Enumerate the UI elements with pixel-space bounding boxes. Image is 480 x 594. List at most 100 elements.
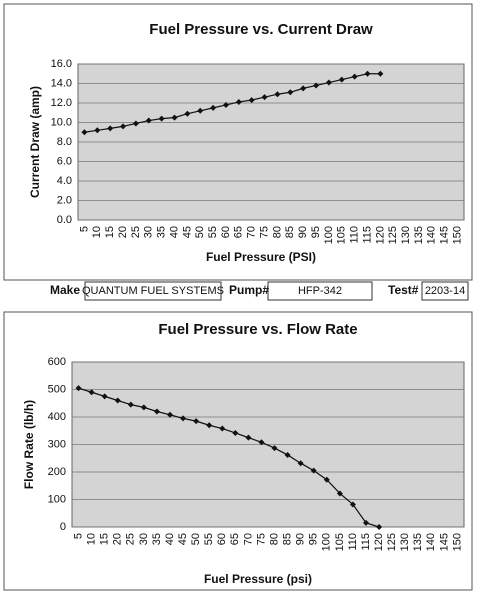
x-tick-label: 110 [349, 226, 361, 244]
y-tick-label: 200 [48, 466, 66, 478]
form-box [421, 281, 469, 301]
data-point [140, 404, 147, 411]
form-label: Test# [388, 283, 419, 297]
data-point [271, 445, 278, 452]
data-point [193, 418, 200, 425]
x-tick-label: 95 [308, 533, 320, 545]
x-tick-label: 20 [112, 533, 124, 545]
data-point [210, 104, 217, 111]
y-tick-label: 400 [48, 411, 66, 423]
y-axis-label: Current Draw (amp) [28, 86, 42, 198]
x-tick-label: 125 [387, 226, 399, 244]
data-point [300, 85, 307, 92]
data-point [145, 117, 152, 124]
x-tick-label: 40 [164, 533, 176, 545]
x-tick-label: 85 [284, 226, 296, 238]
data-point [338, 76, 345, 83]
data-point [114, 397, 121, 404]
chart-frame [3, 311, 473, 591]
x-tick-label: 55 [207, 226, 219, 238]
x-tick-label: 45 [181, 226, 193, 238]
data-point [120, 123, 127, 130]
x-tick-label: 50 [190, 533, 202, 545]
x-tick-label: 35 [151, 533, 163, 545]
data-point [158, 115, 165, 122]
chart-frame [3, 3, 473, 281]
data-point [313, 82, 320, 89]
x-tick-label: 15 [104, 226, 116, 238]
y-tick-label: 4.0 [57, 175, 72, 187]
x-tick-label: 75 [258, 226, 270, 238]
x-tick-label: 80 [271, 226, 283, 238]
data-point [219, 425, 226, 432]
y-tick-label: 6.0 [57, 155, 72, 167]
x-tick-label: 90 [295, 533, 307, 545]
data-point [88, 389, 95, 396]
data-point [153, 408, 160, 415]
x-tick-label: 45 [177, 533, 189, 545]
x-tick-label: 75 [255, 533, 267, 545]
data-point [245, 434, 252, 441]
data-point [171, 114, 178, 121]
x-tick-label: 30 [143, 226, 155, 238]
x-tick-label: 65 [233, 226, 245, 238]
data-point [297, 460, 304, 467]
x-tick-label: 105 [334, 533, 346, 551]
x-tick-label: 50 [194, 226, 206, 238]
x-tick-label: 10 [86, 533, 98, 545]
data-point [81, 129, 88, 136]
x-tick-label: 60 [216, 533, 228, 545]
x-tick-label: 150 [451, 226, 463, 244]
x-tick-label: 145 [438, 533, 450, 551]
x-tick-label: 25 [125, 533, 137, 545]
x-tick-label: 15 [99, 533, 111, 545]
x-tick-label: 120 [373, 533, 385, 551]
data-point [248, 97, 255, 104]
data-point [336, 490, 343, 497]
x-tick-label: 10 [91, 226, 103, 238]
x-tick-label: 65 [229, 533, 241, 545]
form-value: HFP-342 [298, 285, 342, 297]
x-tick-label: 70 [242, 533, 254, 545]
y-tick-label: 10.0 [51, 116, 72, 128]
x-tick-label: 140 [425, 533, 437, 551]
data-point [323, 476, 330, 483]
x-tick-label: 115 [360, 533, 372, 551]
form-label: Pump# [229, 283, 269, 297]
data-point [325, 79, 332, 86]
data-point [284, 451, 291, 458]
x-tick-label: 85 [282, 533, 294, 545]
data-point [349, 501, 356, 508]
x-tick-label: 40 [168, 226, 180, 238]
data-point [351, 73, 358, 80]
y-tick-label: 0 [60, 521, 66, 533]
data-point [310, 467, 317, 474]
y-tick-label: 8.0 [57, 136, 72, 148]
x-tick-label: 125 [386, 533, 398, 551]
x-axis-label: Fuel Pressure (PSI) [206, 250, 316, 264]
y-tick-label: 0.0 [57, 214, 72, 226]
data-point [287, 89, 294, 96]
x-tick-label: 100 [323, 226, 335, 244]
x-tick-label: 135 [413, 226, 425, 244]
x-tick-label: 130 [400, 226, 412, 244]
data-point [167, 411, 173, 418]
x-tick-label: 5 [78, 226, 90, 232]
data-point [101, 393, 108, 400]
x-tick-label: 130 [399, 533, 411, 551]
data-point [363, 519, 369, 526]
data-point [364, 70, 371, 77]
x-tick-label: 100 [321, 533, 333, 551]
data-point [94, 127, 101, 134]
chart-title: Fuel Pressure vs. Current Draw [149, 21, 373, 38]
x-tick-label: 110 [347, 533, 359, 551]
data-point [184, 110, 191, 117]
data-point [232, 429, 239, 436]
form-box [267, 281, 373, 301]
x-tick-label: 115 [361, 226, 373, 244]
data-point [197, 107, 204, 114]
data-point [222, 101, 229, 108]
x-tick-label: 55 [203, 533, 215, 545]
x-tick-label: 120 [374, 226, 386, 244]
data-point [206, 422, 213, 429]
